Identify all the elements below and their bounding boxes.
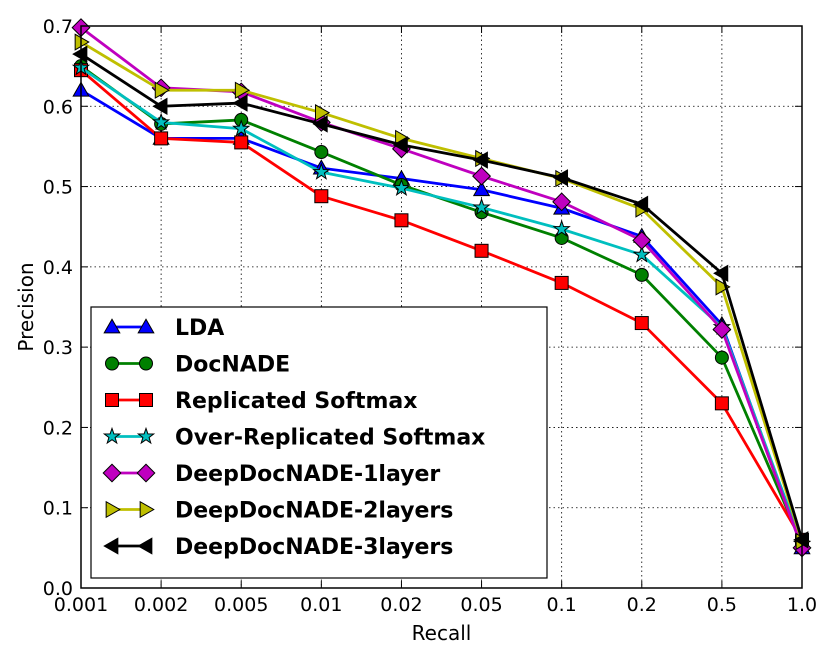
data-point [394,213,409,228]
legend-label: DeepDocNADE-3layers [175,535,453,560]
data-point [154,131,169,146]
legend-marker [136,426,156,445]
legend-marker [136,463,156,483]
data-point [714,350,729,365]
data-point [552,219,571,237]
data-point [232,94,248,112]
x-tick-label: 0.5 [707,594,737,616]
y-tick-label: 0.5 [43,177,73,199]
data-point [314,145,329,160]
data-point [472,197,491,216]
legend-marker [103,537,119,555]
series-line [80,52,804,541]
legend-entry: Replicated Softmax [105,389,417,414]
x-tick-label: 0.1 [547,594,577,616]
y-tick-label: 0.2 [43,417,73,439]
legend-entry: DeepDocNADE-2layers [105,499,453,524]
legend-label: DeepDocNADE-1layer [175,462,440,487]
legend-entry: DocNADE [105,353,290,378]
y-axis-ticks: 0.0 0.1 0.2 0.3 0.4 0.5 0.6 0.7 [43,16,802,600]
legend-box [90,306,548,579]
series-line [80,66,804,545]
data-point [74,33,90,51]
data-point [714,396,729,411]
legend-marker [137,318,155,334]
series-layer [71,18,812,558]
legend-marker [105,356,119,371]
x-tick-label: 0.02 [380,594,422,616]
x-tick-label: 1.0 [787,594,817,616]
data-point [793,531,809,549]
data-point [234,135,249,150]
data-point [712,319,732,339]
data-point [632,230,652,250]
y-tick-label: 0.0 [43,578,73,600]
x-tick-label: 0.2 [627,594,657,616]
x-axis-label: Recall [412,621,472,645]
data-point [552,192,572,212]
y-tick-label: 0.7 [43,16,73,38]
x-tick-label: 0.001 [54,594,108,616]
legend-marker [139,356,153,371]
legend: LDA DocNADE Replicated Softmax Over-Replica… [90,306,548,579]
data-point [234,81,251,99]
series-line [80,40,804,542]
series-line [80,89,804,549]
data-point [232,119,251,137]
legend-marker [105,500,121,519]
data-point [713,264,729,282]
legend-label: Replicated Softmax [175,389,417,414]
legend-marker [103,318,121,334]
data-point [312,162,331,180]
series-deepdocnade-3layers [72,45,809,549]
legend-label: LDA [175,316,224,341]
y-tick-label: 0.3 [43,337,73,359]
data-point [554,275,569,290]
data-point [472,151,488,169]
x-tick-label: 0.05 [460,594,502,616]
x-tick-label: 0.005 [214,594,268,616]
plot-frame [80,25,803,589]
data-point [72,45,88,63]
data-point [474,243,489,258]
x-tick-label: 0.01 [300,594,342,616]
legend-entry: DeepDocNADE-3layers [103,535,453,560]
legend-marker [139,393,153,407]
data-point [314,189,329,204]
y-axis-label: Precision [14,262,38,351]
y-tick-label: 0.1 [43,498,73,520]
legend-marker [102,463,122,483]
y-tick-label: 0.4 [43,257,73,279]
data-point [634,267,649,282]
data-point [715,278,731,296]
data-point [392,136,408,154]
data-point [632,245,651,263]
legend-entry: DeepDocNADE-1layer [102,462,440,487]
data-point [154,81,170,99]
data-point [392,178,411,196]
data-point [634,316,649,331]
y-tick-label: 0.6 [43,96,73,118]
data-point [472,180,491,197]
legend-marker [105,393,119,407]
data-point [552,169,569,187]
legend-marker [102,426,122,445]
data-point [312,115,328,133]
series-line [80,69,804,541]
legend-marker [139,500,155,519]
data-point [151,112,171,131]
data-point [314,104,331,122]
x-axis-ticks: 0.001 0.002 0.005 0.01 0.02 0.05 0.1 0.2 0.5 1.0 [54,26,817,616]
legend-label: Over-Replicated Softmax [175,426,485,451]
data-point [632,195,649,213]
x-tick-label: 0.002 [134,594,188,616]
data-point [472,166,492,186]
legend-entry: Over-Replicated Softmax [102,426,485,451]
data-point [152,97,168,115]
legend-marker [137,537,153,555]
legend-entry: LDA [103,316,224,341]
legend-label: DeepDocNADE-2layers [175,499,453,524]
legend-label: DocNADE [175,353,290,378]
